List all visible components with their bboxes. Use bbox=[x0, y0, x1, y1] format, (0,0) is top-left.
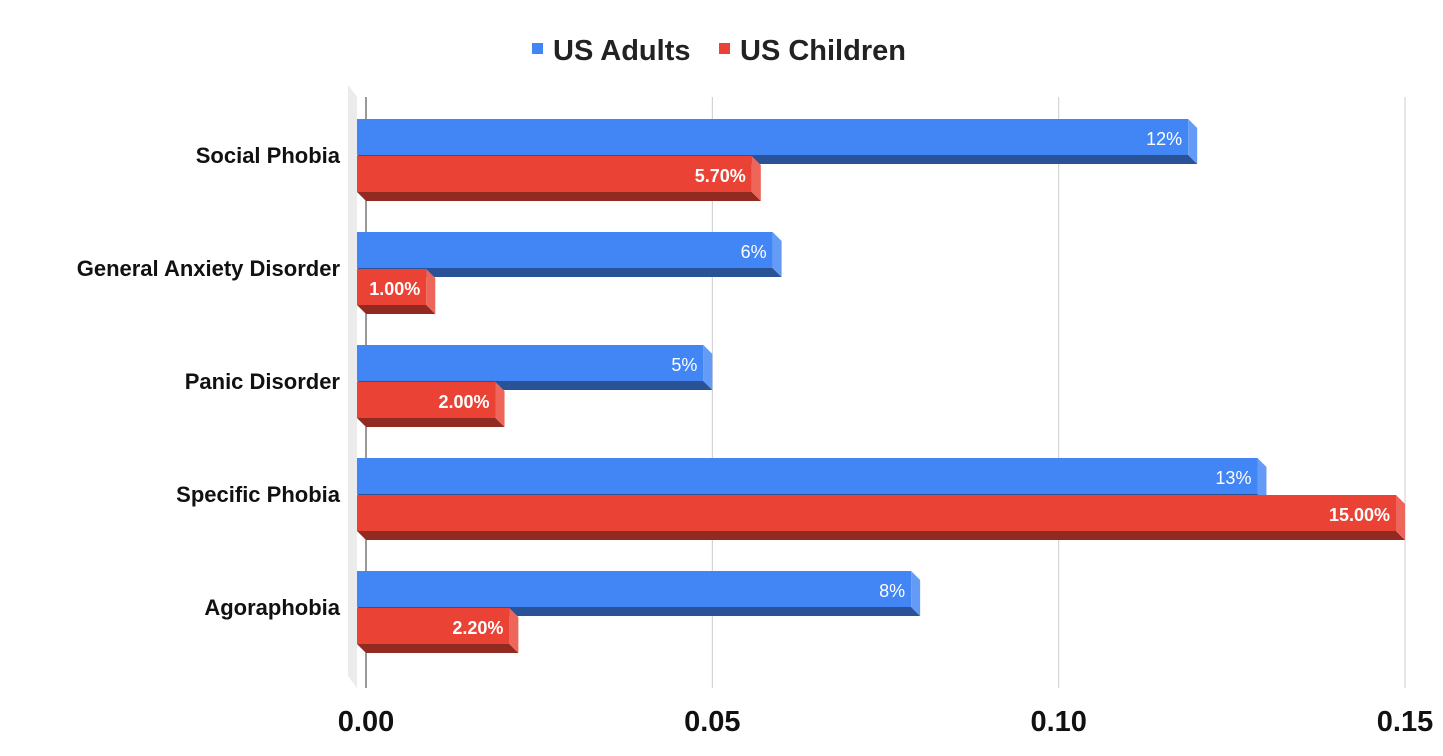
bar-end-0-0 bbox=[1188, 119, 1198, 164]
bar-end-1-3 bbox=[1396, 495, 1405, 540]
bar-face-1-0 bbox=[357, 156, 752, 192]
bar-1-1: 1.00% bbox=[357, 269, 436, 314]
category-label-0: Social Phobia bbox=[196, 143, 341, 168]
bar-face-0-1 bbox=[357, 232, 773, 268]
bar-depth-1-4 bbox=[357, 644, 519, 653]
bar-end-1-4 bbox=[509, 608, 519, 653]
x-tick-label-0: 0.00 bbox=[338, 706, 394, 738]
x-axis-ticks: 0.00 0.05 0.10 0.15 bbox=[338, 706, 1433, 738]
bar-face-1-2 bbox=[357, 382, 496, 418]
legend: US Adults US Children bbox=[532, 35, 906, 67]
bar-face-0-3 bbox=[357, 458, 1258, 494]
data-label-0-3: 13% bbox=[1215, 468, 1251, 488]
bar-1-2: 2.00% bbox=[357, 382, 505, 427]
x-tick-label-1: 0.05 bbox=[684, 706, 740, 738]
data-label-0-4: 8% bbox=[879, 581, 905, 601]
bar-end-0-4 bbox=[911, 571, 921, 616]
bar-end-0-3 bbox=[1257, 458, 1267, 503]
legend-swatch-0 bbox=[532, 43, 543, 54]
bar-end-0-2 bbox=[703, 345, 713, 390]
bar-face-0-0 bbox=[357, 119, 1189, 155]
bar-end-1-1 bbox=[426, 269, 436, 314]
side-wall bbox=[348, 85, 357, 688]
data-label-1-0: 5.70% bbox=[695, 166, 746, 186]
bar-end-1-0 bbox=[751, 156, 761, 201]
category-label-2: Panic Disorder bbox=[185, 369, 341, 394]
bar-face-1-3 bbox=[357, 495, 1396, 531]
bar-face-0-4 bbox=[357, 571, 912, 607]
chart-floor bbox=[348, 85, 357, 688]
bars: 12% 5.70% 6% 1.00% 5% 2.00% 13% 15.00% 8% 2.20% bbox=[357, 119, 1405, 653]
legend-label-0: US Adults bbox=[553, 35, 690, 67]
bar-1-0: 5.70% bbox=[357, 156, 761, 201]
data-label-1-4: 2.20% bbox=[452, 618, 503, 638]
category-labels: Social Phobia General Anxiety Disorder Pan… bbox=[77, 143, 341, 620]
category-label-4: Agoraphobia bbox=[204, 595, 340, 620]
data-label-1-1: 1.00% bbox=[369, 279, 420, 299]
bar-end-1-2 bbox=[495, 382, 505, 427]
bar-depth-1-2 bbox=[357, 418, 505, 427]
data-label-0-1: 6% bbox=[741, 242, 767, 262]
bar-1-3: 15.00% bbox=[357, 495, 1405, 540]
data-label-1-3: 15.00% bbox=[1329, 505, 1390, 525]
x-tick-label-2: 0.10 bbox=[1030, 706, 1086, 738]
category-label-3: Specific Phobia bbox=[176, 482, 341, 507]
bar-depth-0-1 bbox=[357, 268, 782, 277]
data-label-0-2: 5% bbox=[671, 355, 697, 375]
x-tick-label-3: 0.15 bbox=[1377, 706, 1433, 738]
bar-depth-1-3 bbox=[357, 531, 1405, 540]
bar-end-0-1 bbox=[772, 232, 782, 277]
bar-1-4: 2.20% bbox=[357, 608, 519, 653]
legend-swatch-1 bbox=[719, 43, 730, 54]
category-label-1: General Anxiety Disorder bbox=[77, 256, 341, 281]
data-label-1-2: 2.00% bbox=[438, 392, 489, 412]
bar-0-1: 6% bbox=[357, 232, 782, 277]
data-label-0-0: 12% bbox=[1146, 129, 1182, 149]
bar-face-1-4 bbox=[357, 608, 510, 644]
bar-depth-1-0 bbox=[357, 192, 761, 201]
legend-label-1: US Children bbox=[740, 35, 906, 67]
bar-depth-1-1 bbox=[357, 305, 436, 314]
bar-face-0-2 bbox=[357, 345, 704, 381]
bar-face-1-1 bbox=[357, 269, 427, 305]
